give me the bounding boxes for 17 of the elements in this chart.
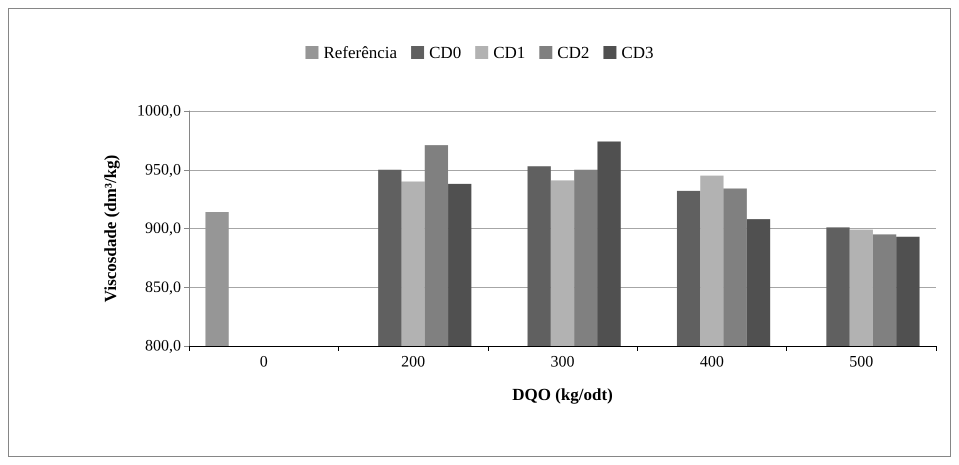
y-axis-title: Viscosdade (dm³/kg) [101, 154, 120, 302]
x-tick-label: 300 [550, 354, 574, 370]
y-tick-label: 950,0 [145, 161, 181, 178]
x-tick-label: 0 [260, 354, 268, 370]
legend-label: CD2 [557, 43, 590, 62]
y-tick-label: 1000,0 [137, 102, 181, 120]
x-tick-label: 200 [401, 354, 426, 370]
legend-label: CD1 [493, 43, 526, 62]
legend-label: CD0 [429, 43, 462, 62]
y-tick-label: 800,0 [145, 338, 181, 354]
y-tick-label: 900,0 [145, 220, 181, 237]
x-tick-label: 500 [849, 354, 874, 370]
x-tick-label: 400 [700, 354, 724, 370]
legend-label: Referência [323, 43, 398, 62]
y-tick-label: 850,0 [145, 278, 181, 296]
legend-label: CD3 [621, 43, 654, 62]
x-axis-title: DQO (kg/odt) [512, 385, 613, 404]
